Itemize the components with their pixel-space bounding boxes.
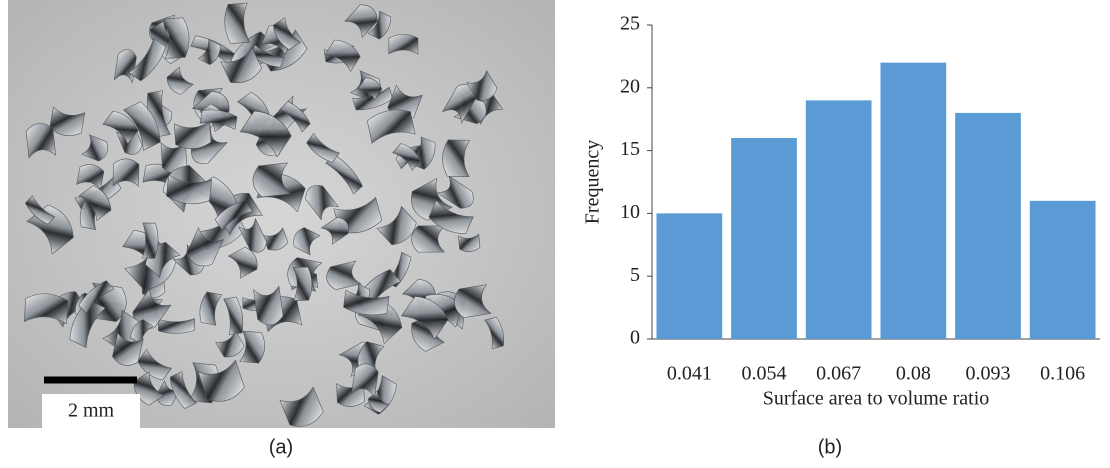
bar	[731, 138, 797, 339]
figure: 2 mm (a) (b) Surface area to volume rati…	[0, 0, 1110, 463]
bar	[880, 63, 946, 339]
x-tick-label: 0.067	[816, 363, 861, 385]
x-axis-label: Surface area to volume ratio	[763, 388, 990, 410]
y-tick-label: 15	[620, 138, 640, 160]
y-axis-label: Frequency	[582, 140, 604, 224]
x-tick-label: 0.054	[742, 363, 787, 385]
plot-area: 0 5 10 15 20 25 0.041 0.054 0.067 0.08 0.093 0.106	[620, 13, 1100, 385]
y-tick-label: 20	[620, 75, 640, 97]
scale-label: 2 mm	[68, 400, 115, 422]
x-tick-label: 0.041	[667, 363, 712, 385]
bar	[656, 213, 722, 339]
y-tick-label: 0	[630, 327, 640, 349]
y-tick-label: 25	[620, 13, 640, 35]
x-tick-label: 0.08	[896, 363, 931, 385]
caption: (a)	[269, 436, 293, 458]
x-tick-label: 0.093	[966, 363, 1011, 385]
bar	[955, 113, 1021, 339]
x-tick-label: 0.106	[1040, 363, 1085, 385]
bar	[1030, 201, 1096, 339]
caption: (b)	[818, 436, 842, 458]
y-tick-label: 10	[620, 201, 640, 223]
y-tick-label: 5	[630, 264, 640, 286]
bar	[806, 100, 872, 339]
photo: 2 mm	[8, 0, 555, 431]
